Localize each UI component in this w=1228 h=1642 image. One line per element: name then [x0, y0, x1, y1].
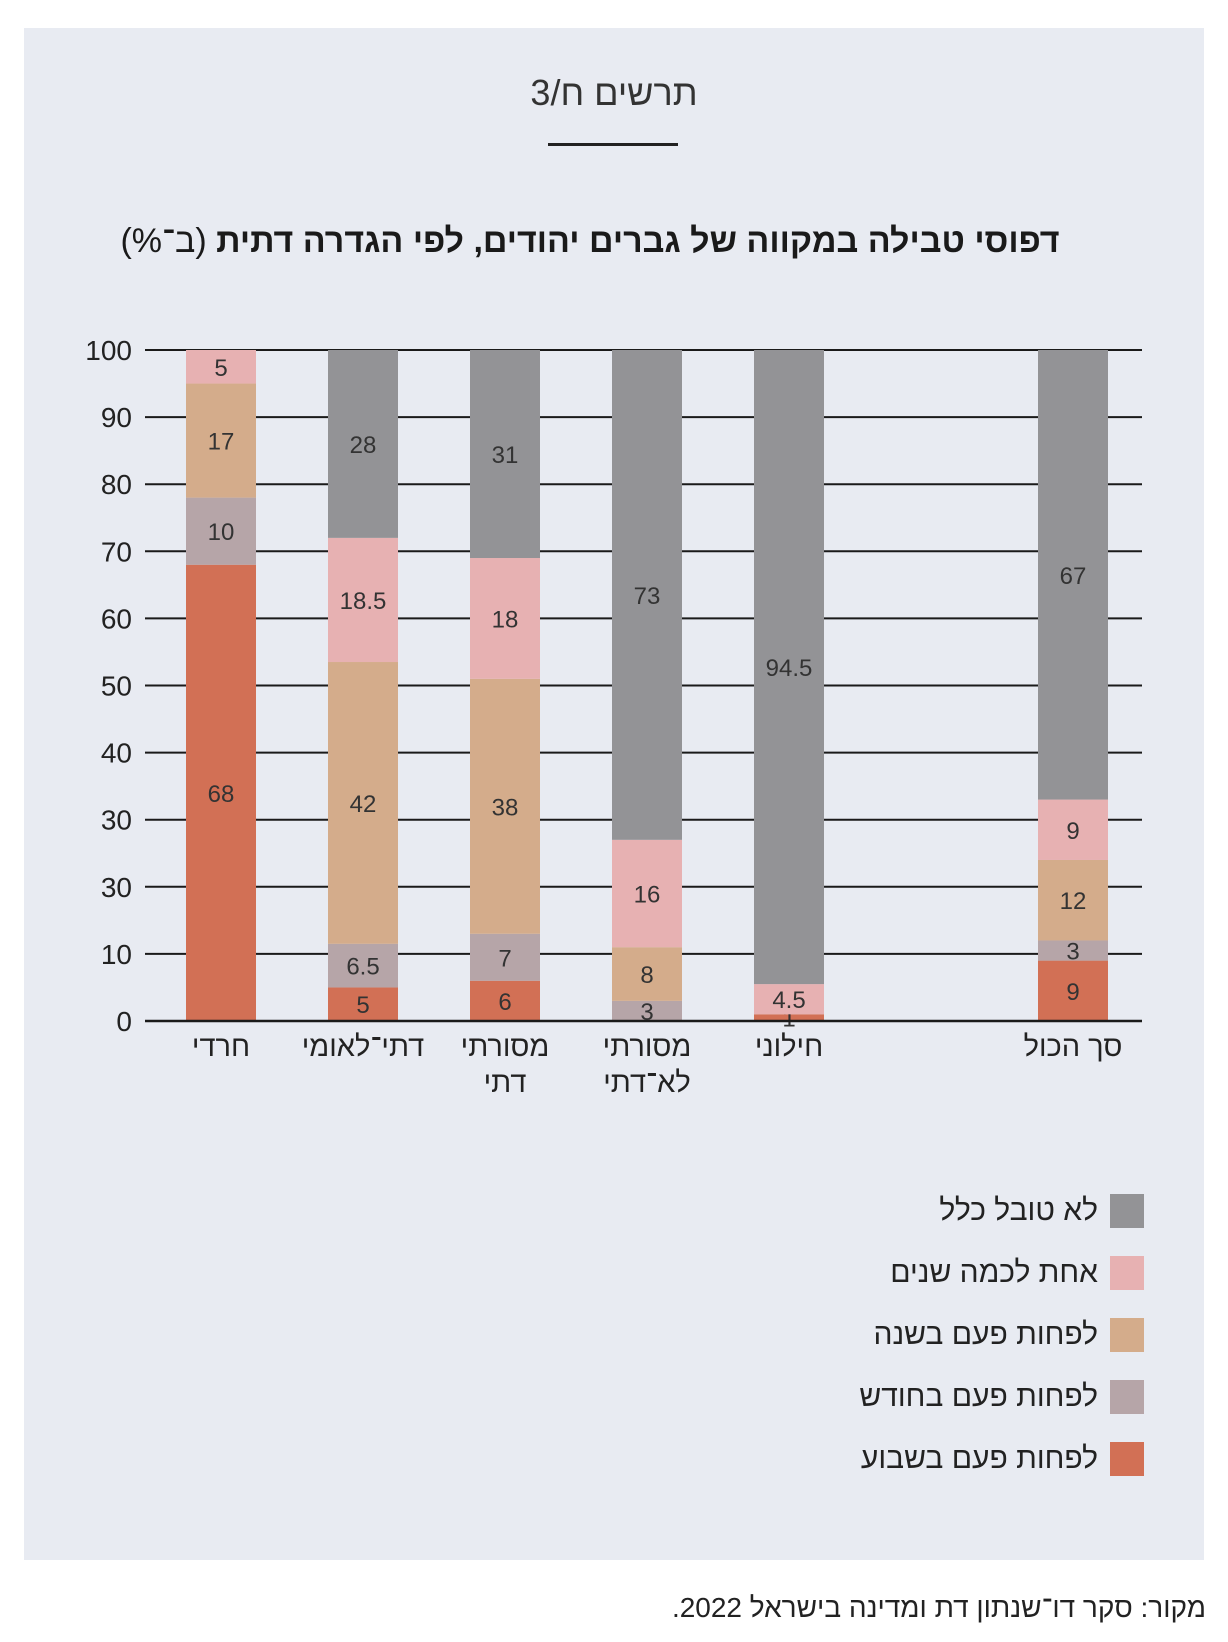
- bar-segment: [754, 350, 824, 985]
- data-label: 31: [492, 442, 519, 469]
- legend-item: לפחות פעם בחודש: [859, 1366, 1144, 1428]
- x-tick-label: מסורתי: [603, 1031, 692, 1063]
- bar-segment: [186, 497, 256, 565]
- y-tick-label: 40: [101, 738, 132, 769]
- data-label: 28: [350, 432, 377, 459]
- bar-segment: [1038, 960, 1108, 1021]
- legend-label: אחת לכמה שנים: [890, 1256, 1098, 1289]
- legend-swatch: [1110, 1194, 1144, 1228]
- x-tick-label: לא־דתי: [603, 1067, 690, 1099]
- bar-segment: [470, 933, 540, 981]
- x-tick-label: חרדי: [192, 1031, 250, 1063]
- data-label: 5: [356, 992, 369, 1019]
- data-label: 3: [640, 999, 653, 1026]
- y-tick-label: 10: [101, 939, 132, 970]
- bar-segment: [470, 980, 540, 1021]
- y-tick-label: 60: [101, 603, 132, 634]
- bar-segment: [1038, 859, 1108, 941]
- source-note: מקור: סקר דו־שנתון דת ומדינה בישראל 2022…: [671, 1592, 1206, 1623]
- chart-title: דפוסי טבילה במקווה של גברים יהודים, לפי …: [60, 222, 1120, 261]
- legend-label: לא טובל כלל: [939, 1194, 1098, 1227]
- x-tick-label: סך הכול: [1024, 1031, 1123, 1063]
- data-label: 9: [1066, 979, 1079, 1006]
- x-tick-label: דתי־לאומי: [302, 1031, 424, 1063]
- x-tick-label: מסורתי: [461, 1031, 550, 1063]
- legend-item: לפחות פעם בשנה: [859, 1304, 1144, 1366]
- y-tick-label: 50: [101, 671, 132, 702]
- legend-label: לפחות פעם בשנה: [873, 1318, 1098, 1351]
- y-tick-label: 90: [101, 402, 132, 433]
- bar-segment: [612, 839, 682, 948]
- bar-segment: [754, 1014, 824, 1021]
- data-label: 8: [640, 962, 653, 989]
- data-label: 3: [1066, 939, 1079, 966]
- bar-segment: [612, 1000, 682, 1021]
- data-label: 73: [634, 583, 661, 610]
- data-label: 18: [492, 606, 519, 633]
- bar-segment: [612, 947, 682, 1001]
- legend-item: אחת לכמה שנים: [859, 1242, 1144, 1304]
- legend-item: לא טובל כלל: [859, 1180, 1144, 1242]
- data-label: 17: [208, 429, 235, 456]
- data-label: 42: [350, 791, 377, 818]
- legend-label: לפחות פעם בשבוע: [860, 1442, 1098, 1475]
- legend-swatch: [1110, 1442, 1144, 1476]
- chart-title-text: דפוסי טבילה במקווה של גברים יהודים, לפי …: [216, 222, 1060, 260]
- y-tick-label: 30: [101, 805, 132, 836]
- bar-segment: [470, 350, 540, 559]
- data-label: 10: [208, 519, 235, 546]
- bar-segment: [470, 678, 540, 934]
- data-label: 9: [1066, 818, 1079, 845]
- data-label: 67: [1060, 563, 1087, 590]
- bar-segment: [754, 984, 824, 1015]
- figure-label: תרשים ח/3: [530, 72, 698, 113]
- bar-segment: [328, 987, 398, 1021]
- legend-swatch: [1110, 1380, 1144, 1414]
- bar-segment: [1038, 350, 1108, 800]
- data-label: 16: [634, 882, 661, 909]
- data-label: 94.5: [766, 655, 813, 682]
- chart-legend: לא טובל כלל אחת לכמה שנים לפחות פעם בשנה לפ…: [859, 1180, 1144, 1490]
- bar-segment: [186, 564, 256, 1021]
- bar-segment: [328, 537, 398, 663]
- bar-segment: [1038, 940, 1108, 961]
- y-tick-label: 100: [85, 335, 132, 366]
- bar-segment: [328, 943, 398, 988]
- data-label: 6.5: [346, 954, 379, 981]
- bar-segment: [328, 662, 398, 944]
- legend-swatch: [1110, 1256, 1144, 1290]
- figure-label-underline: [548, 143, 678, 146]
- y-tick-label: 30: [101, 872, 132, 903]
- data-label: 12: [1060, 888, 1087, 915]
- bar-segment: [470, 558, 540, 679]
- data-label: 5: [214, 355, 227, 382]
- bar-segment: [186, 383, 256, 498]
- y-tick-label: 80: [101, 469, 132, 500]
- y-tick-label: 70: [101, 536, 132, 567]
- x-tick-label: חילוני: [755, 1031, 823, 1063]
- legend-item: לפחות פעם בשבוע: [859, 1428, 1144, 1490]
- bar-segment: [1038, 799, 1108, 860]
- data-label: 68: [208, 781, 235, 808]
- data-label: 7: [498, 945, 511, 972]
- data-label: 18.5: [340, 588, 387, 615]
- bar-segment: [612, 350, 682, 840]
- legend-label: לפחות פעם בחודש: [859, 1380, 1098, 1413]
- data-label: 6: [498, 989, 511, 1016]
- data-label: 4.5: [772, 987, 805, 1014]
- data-label: 38: [492, 794, 519, 821]
- y-tick-label: 0: [116, 1006, 132, 1037]
- legend-swatch: [1110, 1318, 1144, 1352]
- bar-segment: [186, 350, 256, 384]
- x-tick-label: דתי: [484, 1067, 527, 1099]
- chart-title-unit: (ב־%): [120, 222, 207, 260]
- bar-segment: [328, 350, 398, 538]
